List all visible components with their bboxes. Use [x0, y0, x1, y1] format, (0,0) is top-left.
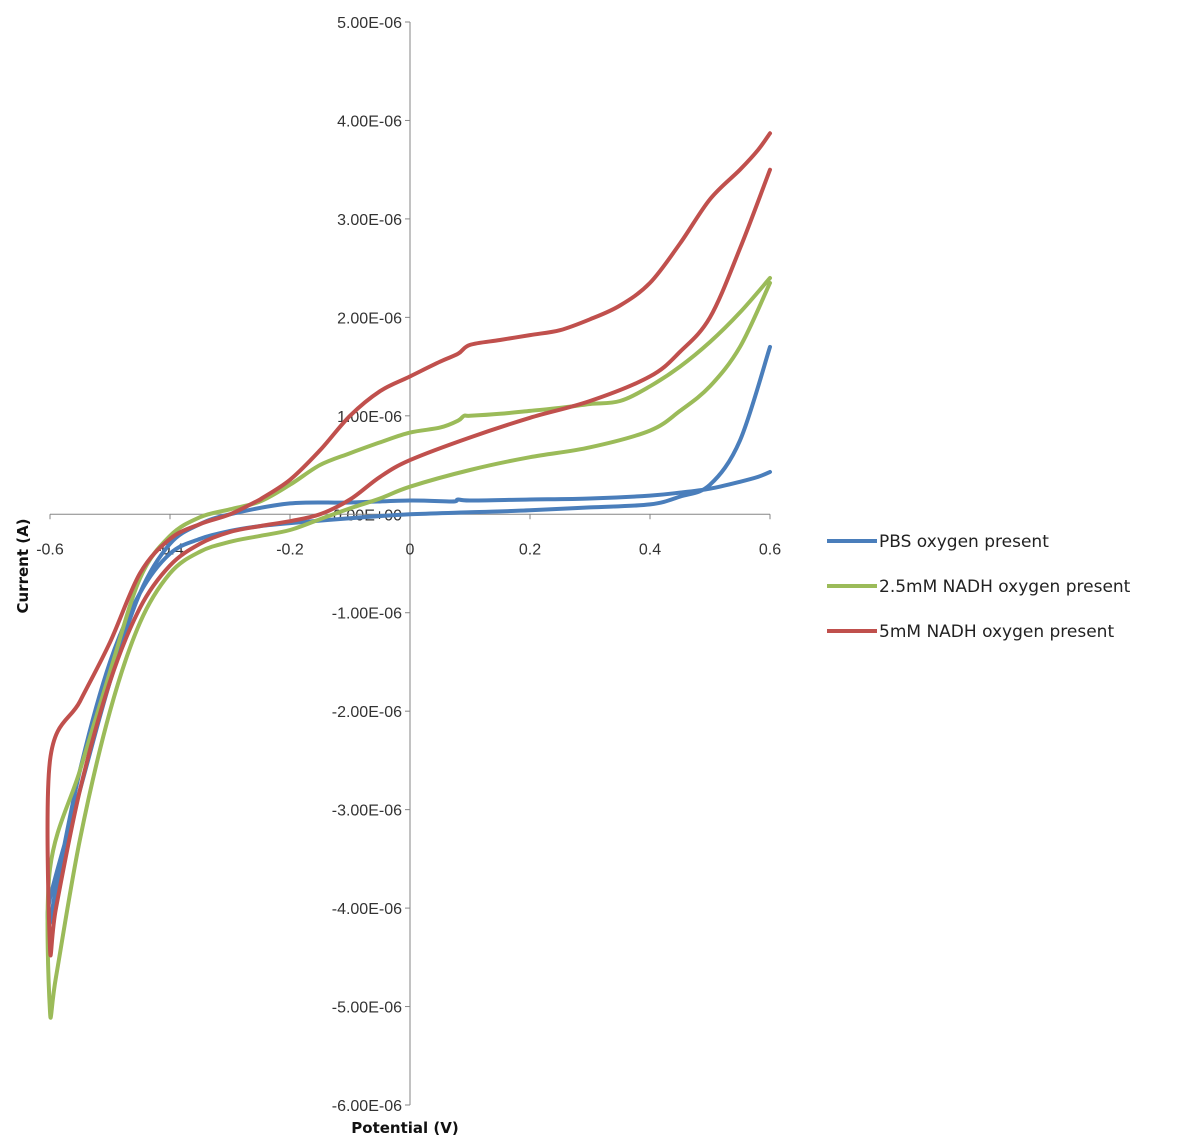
x-axis-title: Potential (V)	[351, 1119, 458, 1137]
y-tick-label: -2.00E-06	[332, 704, 402, 721]
y-tick-label: 4.00E-06	[337, 113, 402, 130]
y-tick-label: -6.00E-06	[332, 1098, 402, 1115]
x-axis: -0.6 -0.4 -0.2 0 0.2 0.4 0.6	[36, 513, 781, 558]
legend-label: 5mM NADH oxygen present	[879, 622, 1114, 642]
y-axis: 5.00E-064.00E-063.00E-062.00E-061.00E-06…	[332, 15, 411, 1115]
legend-label: PBS oxygen present	[879, 532, 1049, 552]
y-tick-label: -3.00E-06	[332, 803, 402, 820]
series-layer	[45, 131, 772, 1020]
x-tick-label: 0.2	[519, 541, 541, 558]
x-tick-label: -0.6	[36, 541, 64, 558]
x-tick-label: 0.6	[759, 541, 781, 558]
y-axis-title: Current (A)	[14, 518, 32, 613]
y-tick-label: -4.00E-06	[332, 901, 402, 918]
legend-label: 2.5mM NADH oxygen present	[879, 577, 1131, 597]
y-tick-label: 2.00E-06	[337, 310, 402, 327]
x-tick-label: 0.4	[639, 541, 661, 558]
x-tick-label: -0.2	[276, 541, 304, 558]
series-line-2	[45, 276, 772, 1020]
y-tick-label: -5.00E-06	[332, 1000, 402, 1017]
y-tick-label: 5.00E-06	[337, 15, 402, 32]
y-tick-label: -1.00E-06	[332, 606, 402, 623]
x-tick-label: 0	[406, 541, 415, 558]
y-tick-label: 3.00E-06	[337, 212, 402, 229]
series-line-3	[45, 131, 772, 958]
legend: PBS oxygen present 2.5mM NADH oxygen pres…	[827, 532, 1131, 642]
